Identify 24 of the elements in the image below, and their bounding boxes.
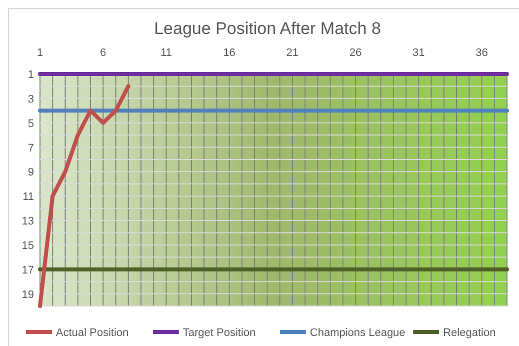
legend-label: Actual Position: [56, 327, 129, 339]
x-tick-label: 16: [223, 47, 236, 59]
line-series: [38, 84, 130, 308]
legend-label: Relegation: [443, 327, 496, 339]
x-tick-label: 6: [100, 47, 106, 59]
x-tick-label: 36: [476, 47, 488, 59]
y-tick-label: 1: [28, 69, 34, 81]
y-tick-label: 15: [22, 240, 34, 252]
y-tick-label: 7: [28, 142, 34, 154]
x-tick-label: 1: [36, 47, 44, 59]
x-tick-label: 11: [160, 47, 172, 59]
legend-label: Champions League: [310, 327, 406, 339]
x-tick-label: 26: [349, 47, 362, 59]
y-tick-label: 19: [22, 288, 34, 301]
y-tick-label: 17: [22, 264, 34, 276]
legend-label: Target Position: [182, 327, 256, 339]
y-tick-label: 5: [28, 118, 34, 130]
x-tick-label: 31: [412, 47, 425, 59]
chart-title: League Position After Match 8: [154, 19, 381, 38]
y-tick-label: 9: [28, 166, 34, 179]
x-tick-label: 21: [286, 47, 299, 59]
y-tick-label: 3: [28, 93, 34, 106]
y-tick-label: 13: [22, 216, 34, 228]
y-tick-label: 11: [22, 191, 34, 204]
